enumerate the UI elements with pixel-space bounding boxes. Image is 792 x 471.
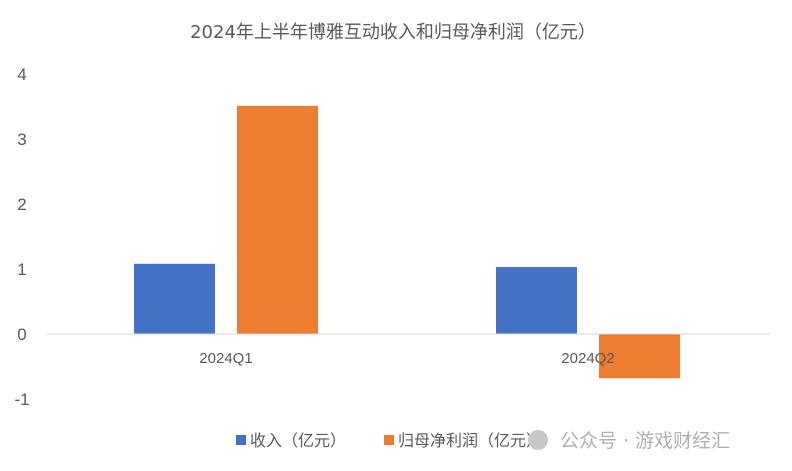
legend-swatch [384, 435, 394, 445]
wechat-icon [528, 430, 548, 450]
legend-label: 收入（亿元） [250, 431, 346, 450]
bar-net-profit-2024Q2 [599, 334, 680, 379]
x-tick-label: 2024Q2 [561, 350, 614, 367]
bar-revenue-2024Q2 [496, 267, 577, 334]
bar-net-profit-2024Q1 [237, 105, 318, 334]
bar-revenue-2024Q1 [134, 263, 215, 334]
y-tick-label: 1 [17, 260, 26, 279]
legend-item: 归母净利润（亿元） [384, 431, 542, 450]
y-tick-label: 0 [17, 325, 26, 344]
x-tick-label: 2024Q1 [199, 350, 252, 367]
chart-title: 2024年上半年博雅互动收入和归母净利润（亿元） [190, 22, 596, 43]
y-tick-label: -1 [14, 390, 29, 409]
watermark: 公众号 · 游戏财经汇 [528, 430, 730, 452]
y-tick-label: 3 [17, 130, 26, 149]
watermark-text: 公众号 · 游戏财经汇 [560, 430, 730, 452]
legend-label: 归母净利润（亿元） [398, 431, 542, 450]
y-tick-label: 4 [17, 65, 26, 84]
legend-item: 收入（亿元） [236, 431, 346, 450]
y-tick-label: 2 [17, 195, 26, 214]
legend-swatch [236, 435, 246, 445]
